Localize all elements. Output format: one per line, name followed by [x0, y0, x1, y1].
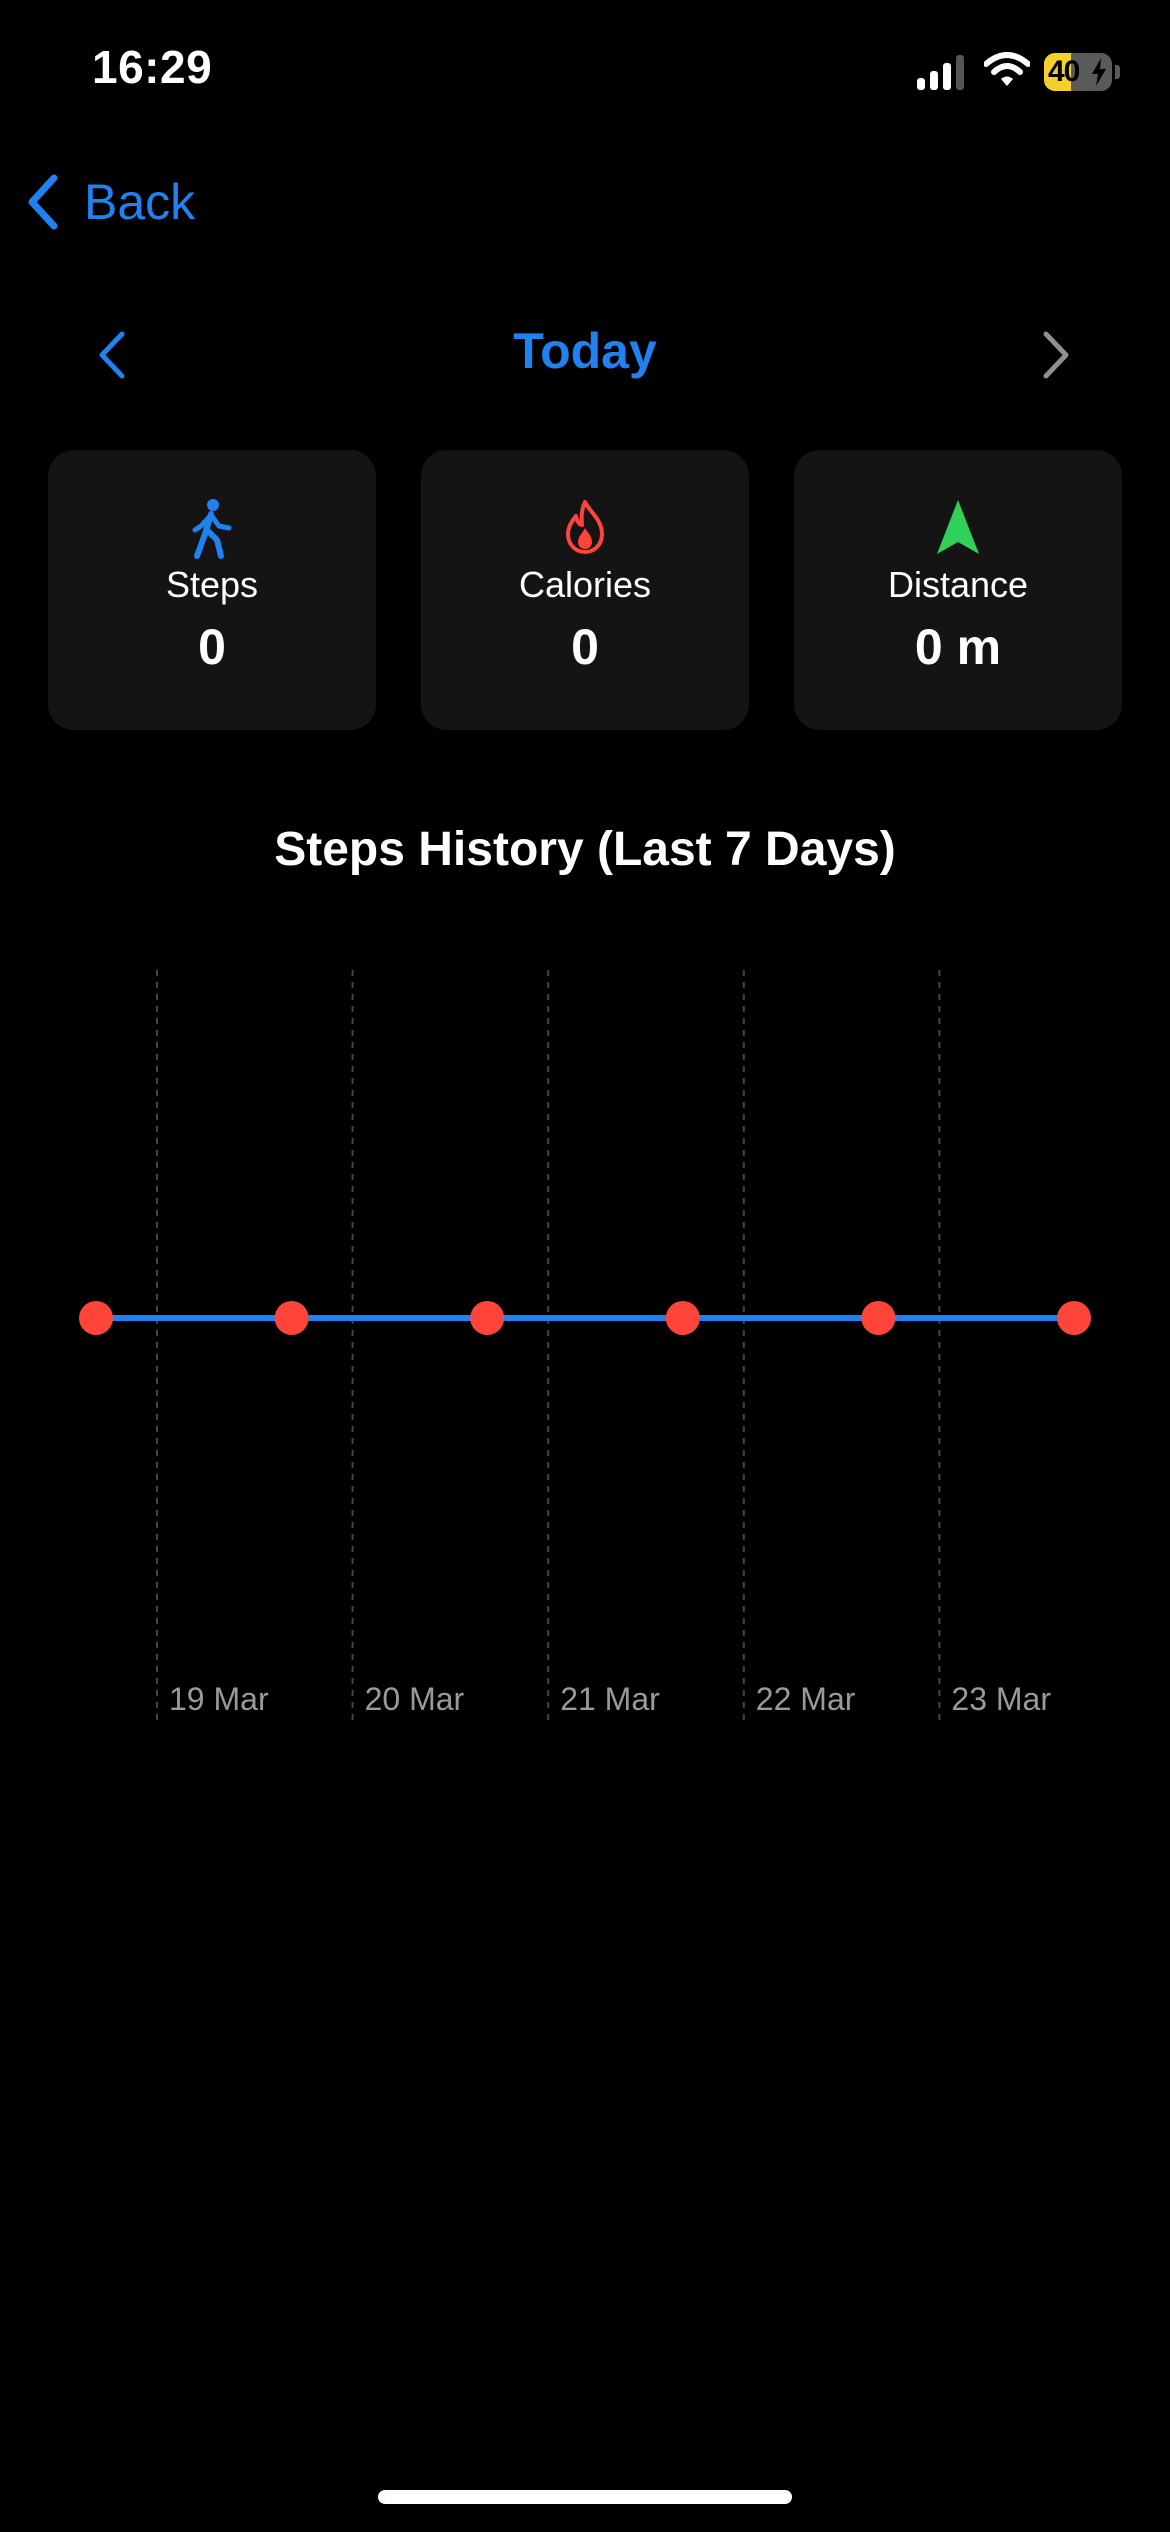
location-arrow-icon	[794, 498, 1122, 560]
calories-label: Calories	[518, 564, 652, 605]
data-point	[274, 1301, 309, 1335]
distance-label: Distance	[887, 564, 1029, 605]
steps-card: Steps 0	[48, 450, 376, 730]
steps-history-chart: 19 Mar 20 Mar 21 Mar 22 Mar 23 Mar	[79, 970, 1091, 1720]
data-point	[665, 1301, 700, 1335]
data-point	[861, 1301, 896, 1335]
steps-value: 0	[198, 619, 226, 675]
battery-nub	[1115, 65, 1120, 79]
calories-value: 0	[571, 619, 599, 675]
home-indicator[interactable]	[378, 2490, 792, 2504]
distance-value: 0 m	[914, 619, 1002, 675]
chevron-left-icon	[99, 331, 125, 379]
battery-level-fill	[1044, 53, 1072, 91]
back-button[interactable]: Back	[24, 172, 195, 232]
previous-day-button[interactable]	[96, 330, 128, 385]
calories-card: Calories 0	[421, 450, 749, 730]
chart-title: Steps History (Last 7 Days)	[274, 823, 896, 876]
status-time: 16:29	[92, 41, 213, 93]
chevron-right-icon	[1043, 331, 1069, 379]
x-tick-label: 23 Mar	[951, 1681, 1051, 1717]
wifi-icon	[983, 51, 1031, 93]
chevron-left-icon	[28, 174, 58, 230]
charging-bolt-icon	[1092, 58, 1106, 86]
walking-figure-icon	[48, 498, 376, 560]
cellular-signal-icon	[917, 54, 964, 90]
back-label: Back	[84, 174, 196, 230]
battery-icon: 40	[1044, 53, 1112, 91]
data-point	[79, 1301, 113, 1335]
x-tick-label: 22 Mar	[756, 1681, 856, 1717]
x-tick-label: 21 Mar	[560, 1681, 660, 1717]
flame-icon	[421, 498, 749, 560]
x-tick-label: 19 Mar	[169, 1681, 269, 1717]
status-indicators: 40	[917, 50, 1120, 94]
data-point	[470, 1301, 505, 1335]
battery-percent: 40	[1048, 55, 1080, 88]
date-title: Today	[513, 323, 657, 379]
next-day-button[interactable]	[1040, 330, 1072, 385]
distance-card: Distance 0 m	[794, 450, 1122, 730]
steps-label: Steps	[165, 564, 259, 605]
x-tick-label: 20 Mar	[365, 1681, 465, 1717]
data-point	[1057, 1301, 1091, 1335]
